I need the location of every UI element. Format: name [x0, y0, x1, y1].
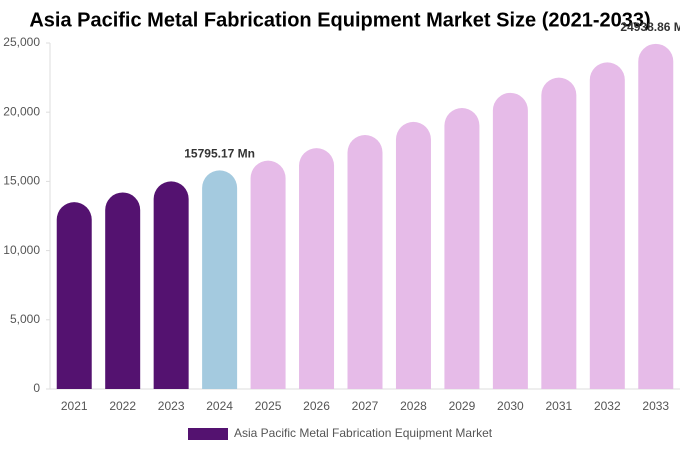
y-tick-label: 20,000: [3, 104, 40, 118]
x-tick-label: 2033: [642, 399, 669, 413]
bar: [56, 202, 92, 389]
bar: [492, 92, 528, 390]
legend-label: Asia Pacific Metal Fabrication Equipment…: [234, 426, 493, 440]
chart-title: Asia Pacific Metal Fabrication Equipment…: [29, 9, 650, 31]
bar: [250, 160, 286, 389]
bar: [153, 181, 189, 389]
y-tick-label: 15,000: [3, 174, 40, 188]
x-tick-label: 2030: [497, 399, 524, 413]
legend-swatch: [188, 428, 228, 440]
value-label: 24938.86 Mn: [620, 20, 680, 34]
y-tick-label: 0: [33, 381, 40, 395]
x-tick-label: 2026: [303, 399, 330, 413]
x-tick-label: 2022: [109, 399, 136, 413]
y-tick-label: 5,000: [10, 312, 40, 326]
x-tick-label: 2027: [352, 399, 379, 413]
bar: [541, 77, 577, 389]
y-tick-label: 25,000: [3, 35, 40, 49]
x-tick-label: 2021: [61, 399, 88, 413]
x-tick-label: 2029: [449, 399, 476, 413]
value-label: 15795.17 Mn: [184, 147, 255, 161]
bar: [347, 135, 383, 389]
bar: [589, 62, 625, 389]
x-tick-label: 2031: [545, 399, 572, 413]
y-tick-label: 10,000: [3, 243, 40, 257]
x-tick-label: 2023: [158, 399, 185, 413]
bar: [395, 121, 431, 389]
bar: [202, 170, 238, 389]
x-tick-label: 2024: [206, 399, 233, 413]
bar: [638, 43, 674, 389]
bar: [105, 192, 141, 389]
x-tick-label: 2032: [594, 399, 621, 413]
x-tick-label: 2025: [255, 399, 282, 413]
bar: [444, 108, 480, 389]
bar: [299, 148, 335, 389]
x-tick-label: 2028: [400, 399, 427, 413]
